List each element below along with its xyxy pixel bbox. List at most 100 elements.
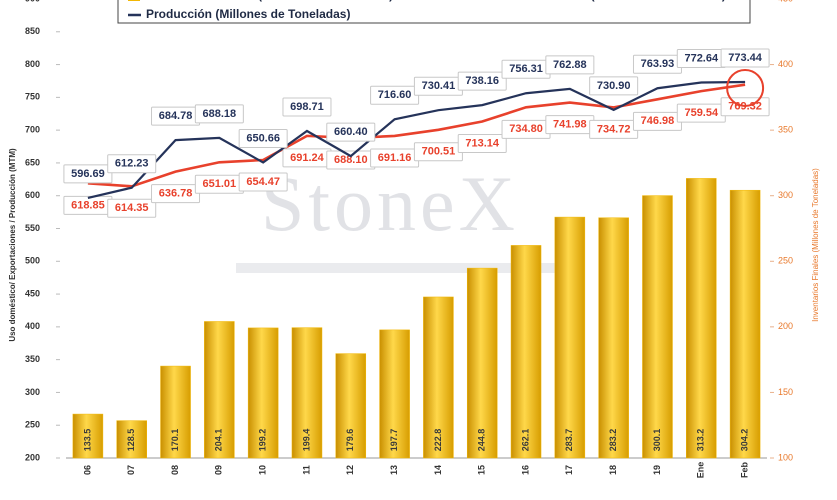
bar-value-label: 283.7 xyxy=(564,429,574,452)
line xyxy=(87,83,746,188)
bar-value-label: 199.4 xyxy=(301,429,311,452)
y-tick-label: 550 xyxy=(25,223,40,233)
bar-value-label: 222.8 xyxy=(433,429,443,452)
bar xyxy=(510,245,542,459)
value-label: 700.51 xyxy=(422,146,456,158)
x-tick-label: Feb xyxy=(739,462,749,479)
value-label-box xyxy=(238,128,288,148)
bar xyxy=(423,296,454,459)
y-tick-label: 850 xyxy=(25,26,40,36)
value-label: 618.85 xyxy=(71,199,105,211)
bar xyxy=(247,327,279,459)
y2-tick-label: 450 xyxy=(778,0,793,3)
y2-tick-label: 250 xyxy=(778,256,793,266)
bar xyxy=(598,217,629,459)
value-label: 698.71 xyxy=(290,101,324,113)
x-tick-label: 09 xyxy=(214,465,224,475)
value-label: 763.93 xyxy=(641,58,675,70)
bar xyxy=(379,329,410,459)
x-tick-label: 11 xyxy=(301,465,311,475)
bar-value-label: 304.2 xyxy=(739,429,749,452)
value-label: 738.16 xyxy=(465,75,499,87)
value-label: 614.35 xyxy=(115,202,149,214)
y2-tick-label: 300 xyxy=(778,190,793,200)
value-label: 734.80 xyxy=(509,123,543,135)
x-tick-label: 16 xyxy=(520,465,530,475)
y2-axis-title: Inventarios Finales (Millones de Tonelad… xyxy=(811,168,820,322)
bar xyxy=(554,216,586,459)
value-label-box xyxy=(107,154,157,174)
x-tick-label: 18 xyxy=(608,465,618,475)
value-label-box xyxy=(194,104,244,124)
line xyxy=(87,80,746,199)
value-label: 730.90 xyxy=(597,80,631,92)
value-label: 741.98 xyxy=(553,119,587,131)
bar-value-label: 199.2 xyxy=(258,429,268,452)
bar-value-label: 179.6 xyxy=(345,429,355,452)
value-label: 746.98 xyxy=(641,115,675,127)
y-tick-label: 250 xyxy=(25,420,40,430)
value-label-box xyxy=(545,55,595,75)
x-tick-label: 07 xyxy=(126,465,136,475)
bar-value-label: 313.2 xyxy=(696,429,706,452)
bar xyxy=(686,178,717,459)
value-label-box xyxy=(457,71,507,91)
value-label-box xyxy=(589,76,639,96)
legend-label: Inventarios Finales (Millones de Tonelad… xyxy=(146,0,393,2)
y2-tick-label: 350 xyxy=(778,125,793,135)
y-tick-label: 650 xyxy=(25,157,40,167)
y-tick-label: 400 xyxy=(25,321,40,331)
value-label: 684.78 xyxy=(159,110,193,122)
bar xyxy=(160,365,191,459)
bar xyxy=(466,267,498,459)
value-label: 596.69 xyxy=(71,168,105,180)
bar-value-label: 128.5 xyxy=(126,429,136,452)
bar xyxy=(204,321,235,459)
watermark-bar xyxy=(236,263,556,273)
bar xyxy=(291,327,323,459)
bar xyxy=(642,195,673,459)
x-tick-label: Ene xyxy=(696,462,706,479)
value-label-box xyxy=(720,48,770,68)
x-tick-label: 10 xyxy=(258,465,268,475)
value-label: 713.14 xyxy=(465,137,500,149)
value-label-box xyxy=(282,97,332,117)
value-label: 654.47 xyxy=(246,176,280,188)
legend-swatch xyxy=(128,0,140,1)
value-label: 734.72 xyxy=(597,123,631,135)
highlight-circle xyxy=(726,68,765,107)
bar-value-label: 244.8 xyxy=(477,429,487,452)
value-label: 730.41 xyxy=(422,80,456,92)
bar xyxy=(729,189,761,459)
x-tick-label: 15 xyxy=(477,465,487,475)
bar xyxy=(335,353,367,459)
x-tick-label: 14 xyxy=(433,465,443,475)
y2-tick-label: 400 xyxy=(778,59,793,69)
value-label-box xyxy=(238,172,288,192)
bar-value-label: 133.5 xyxy=(82,429,92,452)
value-label-box xyxy=(326,122,376,142)
x-tick-label: 13 xyxy=(389,465,399,475)
value-label-box xyxy=(107,198,157,218)
bar-value-label: 170.1 xyxy=(170,429,180,452)
value-label: 773.44 xyxy=(728,52,763,64)
value-label: 612.23 xyxy=(115,158,149,170)
y-tick-label: 600 xyxy=(25,190,40,200)
value-label: 691.16 xyxy=(378,152,412,164)
y2-tick-label: 150 xyxy=(778,387,793,397)
x-tick-label: 06 xyxy=(82,465,92,475)
y-tick-label: 750 xyxy=(25,92,40,102)
value-label: 660.40 xyxy=(334,126,368,138)
bar-value-label: 204.1 xyxy=(214,429,224,452)
bar-value-label: 262.1 xyxy=(520,429,530,452)
y-axis-title: Uso doméstico/ Exportaciones / Producció… xyxy=(8,148,17,342)
x-tick-label: 12 xyxy=(345,465,355,475)
value-label: 636.78 xyxy=(159,188,193,200)
value-label: 716.60 xyxy=(378,89,412,101)
value-label: 688.18 xyxy=(203,108,237,120)
y-tick-label: 800 xyxy=(25,59,40,69)
legend-label: Uso Doméstico (Millones de Toneladas) xyxy=(500,0,726,2)
value-label: 756.31 xyxy=(509,63,543,75)
value-label: 651.01 xyxy=(203,178,237,190)
bar-value-label: 197.7 xyxy=(389,429,399,452)
